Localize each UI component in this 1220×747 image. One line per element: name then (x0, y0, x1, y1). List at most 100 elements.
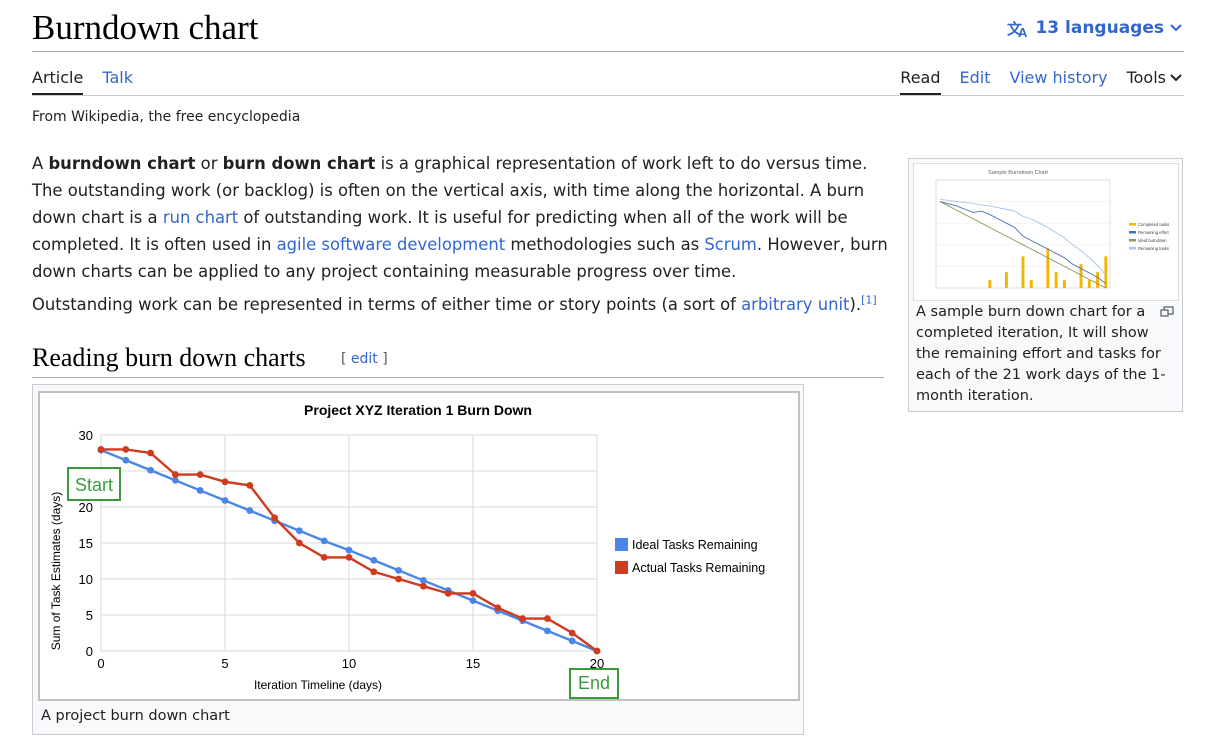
edit-bracket-close: ] (377, 351, 388, 367)
reference-link[interactable]: [1] (861, 293, 877, 307)
x-tick-label: 20 (590, 656, 604, 671)
bold-term: burn down chart (222, 154, 376, 173)
data-point (196, 471, 204, 478)
data-point (246, 482, 254, 489)
data-point (221, 497, 229, 504)
link-run-chart[interactable]: run chart (162, 208, 239, 227)
data-point (320, 537, 328, 545)
section-edit-link[interactable]: edit (350, 351, 378, 367)
y-tick-label: 0 (86, 644, 93, 659)
data-point (494, 604, 502, 612)
bar (1087, 280, 1091, 288)
bar (1021, 256, 1025, 288)
legend-label: Ideal Tasks Remaining (632, 538, 758, 552)
data-point (320, 554, 328, 561)
data-point (271, 514, 278, 522)
section-edit: [ edit ] (341, 351, 388, 367)
tab-read[interactable]: Read (900, 62, 941, 95)
site-tagline: From Wikipedia, the free encyclopedia (32, 109, 301, 125)
data-point (246, 507, 254, 514)
data-point (370, 568, 378, 576)
page-title: Burndown chart (32, 8, 259, 47)
bar (1104, 256, 1108, 288)
title-divider (32, 51, 1184, 52)
translate-icon: 文 A (1007, 18, 1029, 38)
thumbnail-image[interactable]: Sample Burndown Chart Completed tasks Rem… (913, 163, 1179, 301)
view-tabs: Read Edit View history Tools (900, 62, 1182, 96)
text: is a graphical representation of work le… (32, 154, 868, 227)
legend-label: Actual Tasks Remaining (632, 561, 765, 575)
link-scrum[interactable]: Scrum (704, 235, 757, 254)
legend-label: Completed tasks (1138, 222, 1169, 227)
bars (988, 248, 1108, 288)
tab-talk[interactable]: Talk (102, 68, 133, 87)
enlarge-icon[interactable] (1160, 303, 1174, 322)
y-axis-label: Sum of Task Estimates (days) (49, 492, 63, 651)
data-point (544, 615, 551, 622)
tools-menu[interactable]: Tools (1127, 62, 1182, 95)
data-point (395, 566, 402, 574)
text: methodologies such as (505, 235, 705, 254)
data-point (296, 527, 303, 535)
data-point (122, 456, 130, 464)
lines (939, 198, 1107, 289)
text: . However, burn down charts can be appli… (32, 235, 888, 281)
x-tick-label: 0 (97, 656, 104, 671)
link-arbitrary-unit[interactable]: arbitrary unit (741, 295, 850, 314)
bar (1029, 280, 1033, 288)
bold-term: burndown chart (48, 154, 196, 173)
y-tick-label: 15 (79, 536, 93, 551)
start-callout-label: Start (75, 475, 113, 495)
series-line (940, 201, 1107, 285)
legend-label: Ideal burndown (1138, 238, 1167, 243)
tab-divider (32, 95, 1184, 96)
bar (1054, 272, 1058, 288)
data-point (97, 446, 105, 453)
tab-edit[interactable]: Edit (959, 68, 991, 87)
data-point (196, 487, 204, 494)
data-point (420, 577, 427, 584)
chart-title: Sample Burndown Chart (988, 170, 1048, 176)
text: ). (849, 295, 862, 314)
svg-text:文: 文 (1007, 20, 1023, 38)
tab-article[interactable]: Article (32, 62, 84, 95)
sample-burndown-chart: Sample Burndown Chart Completed tasks Rem… (935, 170, 1169, 289)
legend: Completed tasks Remaining effort Ideal bur… (1129, 222, 1169, 251)
legend-swatch (615, 561, 628, 574)
y-tick-label: 10 (79, 572, 93, 587)
data-point (147, 466, 154, 474)
bar (1046, 248, 1050, 288)
languages-button[interactable]: 文 A 13 languages (1007, 18, 1182, 38)
data-point (172, 476, 179, 484)
figure-burndown: Project XYZ Iteration 1 Burn Down 0 5 10 15… (32, 384, 804, 735)
text: Outstanding work can be represented in t… (32, 295, 742, 314)
section-divider (32, 377, 884, 378)
units-paragraph: Outstanding work can be represented in t… (32, 291, 888, 318)
x-tick-label: 10 (342, 656, 356, 671)
data-point (345, 546, 353, 554)
y-tick-label: 30 (79, 428, 93, 443)
data-point (519, 615, 526, 622)
text: of outstanding work. It is useful for pr… (32, 208, 848, 254)
tab-view-history[interactable]: View history (1009, 68, 1108, 87)
legend-label: Remaining tasks (1138, 246, 1169, 251)
tools-label: Tools (1126, 68, 1166, 87)
data-point (370, 556, 378, 564)
legend: Ideal Tasks Remaining Actual Tasks Remain… (615, 538, 765, 575)
chart-image[interactable]: Project XYZ Iteration 1 Burn Down 0 5 10 15… (38, 391, 800, 701)
data-point (172, 471, 179, 478)
figure-thumbnail: Sample Burndown Chart Completed tasks Rem… (908, 158, 1183, 412)
data-point (221, 478, 229, 486)
legend-swatch (1129, 223, 1136, 226)
text: or (195, 154, 223, 173)
languages-label: 13 languages (1035, 18, 1164, 38)
bar (1062, 280, 1066, 288)
data-point (444, 590, 452, 597)
edit-bracket-open: [ (341, 351, 351, 367)
burndown-chart: Project XYZ Iteration 1 Burn Down 0 5 10 15… (49, 402, 765, 692)
svg-text:A: A (1018, 25, 1028, 38)
x-axis-label: Iteration Timeline (days) (254, 678, 382, 692)
data-point (420, 582, 427, 590)
link-agile-software-development[interactable]: agile software development (276, 235, 506, 254)
series-line (939, 201, 1107, 289)
